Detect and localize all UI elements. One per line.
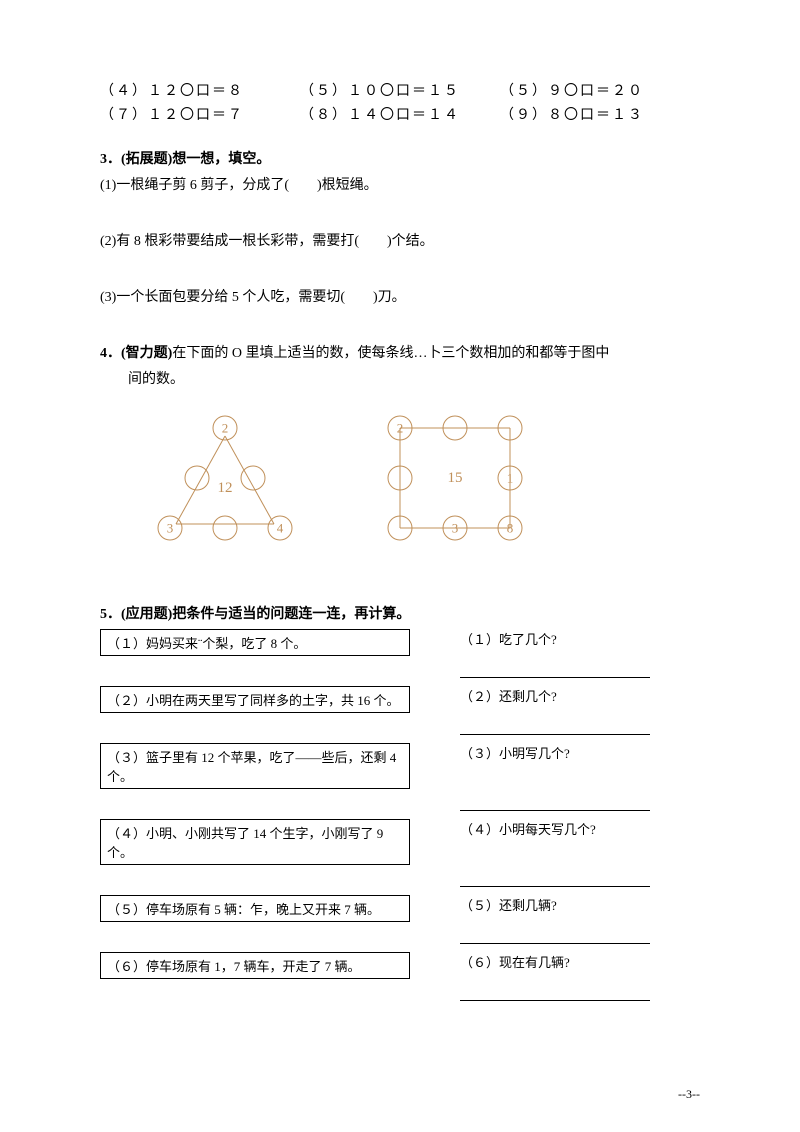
q4-text-line2: 间的数。	[128, 368, 700, 388]
square-diagram: 2 8 1 3 15	[370, 408, 540, 553]
q4-label: 4．(智力题)	[100, 346, 172, 361]
q3-title: 3．(拓展题)想一想，填空。	[100, 148, 700, 168]
equation-cell: （５）９〇口＝２０	[500, 80, 700, 100]
condition-4: （４）小明、小刚共写了 14 个生字，小刚写了 9 个。	[100, 819, 410, 865]
q3-item-2: (2)有 8 根彩带要结成一根长彩带，需要打( )个结。	[100, 230, 700, 250]
square-node-right-mid-label: 1	[507, 471, 514, 486]
answer-line-4	[460, 871, 650, 887]
match-row-3: （３）篮子里有 12 个苹果，吃了——些后，还剩 4 个。 （３）小明写几个?	[100, 743, 700, 789]
match-row-6: （６）停车场原有 1，7 辆车，开走了 7 辆。 （６）现在有几辆?	[100, 952, 700, 979]
equation-cell: （８）１４〇口＝１４	[300, 104, 500, 124]
q5-title: 5．(应用题)把条件与适当的问题连一连，再计算。	[100, 603, 700, 623]
answer-line-2	[460, 719, 650, 735]
answer-line-5	[460, 928, 650, 944]
question-4: （４）小明每天写几个?	[460, 819, 640, 865]
match-row-5: （５）停车场原有 5 辆：乍，晚上又开来 7 辆。 （５）还剩几辆?	[100, 895, 700, 922]
question-3: （３）小明写几个?	[460, 743, 640, 789]
diagram-container: 2 3 4 12 2 8	[140, 408, 700, 553]
equation-cell: （７）１２〇口＝７	[100, 104, 300, 124]
q4-title: 4．(智力题)在下面的 O 里填上适当的数，使每条线…卜三个数相加的和都等于图中	[100, 342, 700, 362]
q4-text-line1: 在下面的 O 里填上适当的数，使每条线…卜三个数相加的和都等于图中	[172, 346, 609, 361]
q3-item-1: (1)一根绳子剪 6 剪子，分成了( )根短绳。	[100, 174, 700, 194]
square-node-br-label: 8	[507, 521, 514, 536]
answer-line-3	[460, 795, 650, 811]
condition-5: （５）停车场原有 5 辆：乍，晚上又开来 7 辆。	[100, 895, 410, 922]
question-5: （５）还剩几辆?	[460, 895, 640, 922]
condition-1: （１）妈妈买来¨个梨，吃了 8 个。	[100, 629, 410, 656]
question-1: （１）吃了几个?	[460, 629, 640, 656]
condition-6: （６）停车场原有 1，7 辆车，开走了 7 辆。	[100, 952, 410, 979]
triangle-diagram: 2 3 4 12	[140, 408, 310, 553]
match-row-4: （４）小明、小刚共写了 14 个生字，小刚写了 9 个。 （４）小明每天写几个?	[100, 819, 700, 865]
question-6: （６）现在有几辆?	[460, 952, 640, 979]
equation-row: （７）１２〇口＝７ （８）１４〇口＝１４ （９）８〇口＝１３	[100, 104, 700, 124]
page-number: --3--	[678, 1087, 700, 1102]
triangle-node-left-label: 3	[167, 521, 174, 536]
q3-item-3: (3)一个长面包要分给 5 个人吃，需要切( )刀。	[100, 286, 700, 306]
triangle-node-right-label: 4	[277, 521, 284, 536]
square-center-label: 15	[448, 470, 463, 486]
equation-cell: （４）１２〇口＝８	[100, 80, 300, 100]
match-row-1: （１）妈妈买来¨个梨，吃了 8 个。 （１）吃了几个?	[100, 629, 700, 656]
square-node-bottom-mid-label: 3	[452, 521, 459, 536]
equation-row: （４）１２〇口＝８ （５）１０〇口＝１５ （５）９〇口＝２０	[100, 80, 700, 100]
equation-cell: （５）１０〇口＝１５	[300, 80, 500, 100]
condition-2: （２）小明在两天里写了同样多的土字，共 16 个。	[100, 686, 410, 713]
triangle-node-top-label: 2	[222, 421, 229, 436]
square-node-tl-label: 2	[397, 421, 404, 436]
equation-cell: （９）８〇口＝１３	[500, 104, 700, 124]
question-2: （２）还剩几个?	[460, 686, 640, 713]
condition-3: （３）篮子里有 12 个苹果，吃了——些后，还剩 4 个。	[100, 743, 410, 789]
triangle-blank-node	[213, 516, 237, 540]
answer-line-1	[460, 662, 650, 678]
match-row-2: （２）小明在两天里写了同样多的土字，共 16 个。 （２）还剩几个?	[100, 686, 700, 713]
answer-line-6	[460, 985, 650, 1001]
triangle-center-label: 12	[218, 480, 233, 496]
